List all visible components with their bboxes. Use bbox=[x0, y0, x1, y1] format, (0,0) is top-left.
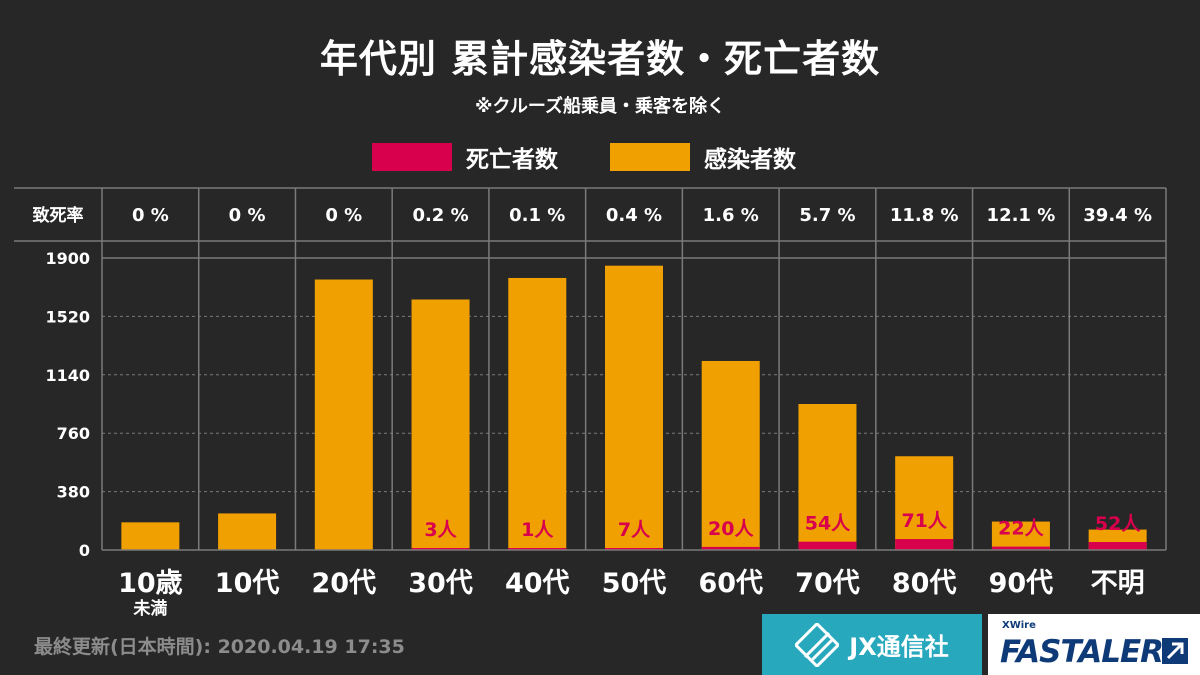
chart-title: 年代別 累計感染者数・死亡者数 bbox=[319, 37, 881, 81]
fatality-rate-value: 11.8 % bbox=[890, 205, 959, 226]
y-tick-label: 1900 bbox=[45, 249, 90, 268]
legend-item-infections: 感染者数 bbox=[610, 142, 796, 173]
death-count-label: 20人 bbox=[708, 518, 754, 540]
fatality-rate-value: 0.2 % bbox=[412, 205, 468, 226]
fatality-rate-value: 0.1 % bbox=[509, 205, 565, 226]
jx-logo: JX通信社 bbox=[762, 614, 982, 675]
fatality-rate-value: 0 % bbox=[325, 205, 362, 226]
bar-deaths bbox=[508, 548, 567, 550]
y-tick-label: 760 bbox=[57, 424, 90, 443]
bar-infections bbox=[991, 521, 1050, 550]
x-category-label: 60代 bbox=[698, 568, 763, 599]
bar-infections bbox=[798, 404, 857, 550]
bar-deaths bbox=[991, 546, 1050, 550]
fastalert-arrow-icon bbox=[1162, 638, 1188, 664]
legend-item-deaths: 死亡者数 bbox=[372, 142, 558, 173]
bar-deaths bbox=[411, 548, 470, 550]
jx-logo-icon bbox=[795, 622, 840, 667]
bar-deaths bbox=[1088, 542, 1147, 550]
x-category-label: 20代 bbox=[312, 568, 377, 599]
death-count-label: 1人 bbox=[521, 519, 554, 541]
x-category-label: 90代 bbox=[989, 568, 1054, 599]
fatality-rate-value: 0 % bbox=[229, 205, 266, 226]
bar-infections bbox=[508, 277, 567, 550]
x-category-label: 80代 bbox=[892, 568, 957, 599]
bar-infections bbox=[701, 360, 760, 550]
legend-label-infections: 感染者数 bbox=[704, 147, 796, 173]
bar-infections bbox=[411, 299, 470, 550]
bar-infections bbox=[605, 265, 663, 550]
legend-swatch-deaths bbox=[372, 143, 452, 171]
death-count-label: 52人 bbox=[1095, 513, 1141, 535]
death-count-label: 54人 bbox=[805, 513, 851, 535]
fatality-rate-value: 39.4 % bbox=[1083, 205, 1152, 226]
death-count-label: 3人 bbox=[424, 519, 457, 541]
y-tick-label: 0 bbox=[79, 541, 90, 560]
x-category-label: 70代 bbox=[795, 568, 860, 599]
fatality-rate-value: 1.6 % bbox=[703, 205, 759, 226]
y-tick-label: 1140 bbox=[45, 366, 90, 385]
bar-deaths bbox=[701, 546, 760, 550]
y-tick-label: 380 bbox=[57, 483, 90, 502]
death-count-label: 7人 bbox=[618, 519, 651, 541]
fastalert-logo-text: FASTALERT bbox=[1000, 634, 1183, 670]
death-count-label: 71人 bbox=[901, 510, 947, 532]
bar-deaths bbox=[605, 548, 663, 550]
last-updated: 最終更新(日本時間): 2020.04.19 17:35 bbox=[34, 636, 405, 658]
fatality-rate-value: 12.1 % bbox=[987, 205, 1056, 226]
fatality-rate-header: 致死率 bbox=[33, 205, 84, 226]
bar-deaths bbox=[798, 541, 857, 550]
x-category-label: 30代 bbox=[408, 568, 473, 599]
bar-infections bbox=[121, 522, 180, 550]
jx-logo-text: JX通信社 bbox=[849, 633, 949, 661]
bar-infections bbox=[218, 513, 277, 550]
x-category-label: 不明 bbox=[1091, 568, 1145, 599]
y-tick-label: 1520 bbox=[45, 307, 90, 326]
x-category-label: 10代 bbox=[215, 568, 280, 599]
death-count-label: 22人 bbox=[998, 518, 1044, 540]
fastalert-logo: XWire FASTALERT bbox=[988, 614, 1200, 675]
legend-swatch-infections bbox=[610, 143, 690, 171]
fatality-rate-value: 5.7 % bbox=[799, 205, 855, 226]
bar-deaths bbox=[895, 539, 954, 550]
fatality-rate-value: 0 % bbox=[132, 205, 169, 226]
bar-infections bbox=[895, 456, 954, 550]
fastalert-logo-small: XWire bbox=[1002, 620, 1036, 631]
fatality-rate-value: 0.4 % bbox=[606, 205, 662, 226]
x-category-label: 40代 bbox=[505, 568, 570, 599]
x-category-label: 50代 bbox=[602, 568, 667, 599]
legend-label-deaths: 死亡者数 bbox=[466, 147, 558, 173]
bar-infections bbox=[314, 279, 373, 550]
chart-subtitle: ※クルーズ船乗員・乗客を除く bbox=[474, 96, 726, 117]
x-category-sublabel: 未満 bbox=[132, 598, 167, 619]
x-category-label: 10歳 bbox=[118, 568, 183, 599]
